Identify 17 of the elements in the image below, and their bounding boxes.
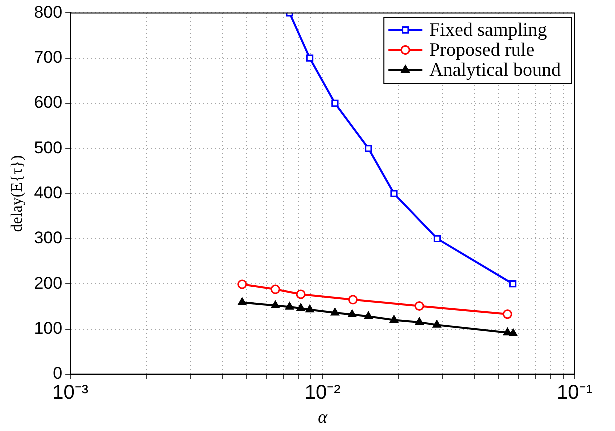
y-tick-label: 800 [34, 2, 63, 22]
y-tick-label: 0 [53, 364, 63, 384]
y-tick-label: 500 [34, 138, 63, 158]
y-tick-label: 300 [34, 228, 63, 248]
legend-label: Fixed sampling [430, 20, 548, 42]
y-tick-label: 100 [34, 318, 63, 338]
y-tick-label: 700 [34, 48, 63, 68]
x-tick-label: 10⁻² [304, 382, 342, 404]
y-tick-label: 600 [34, 93, 63, 112]
y-axis-title: delay(E{τ}) [8, 155, 26, 232]
y-tick-label: 400 [34, 183, 63, 202]
legend-label: Analytical bound [430, 60, 562, 82]
legend-label: Proposed rule [430, 40, 535, 62]
x-axis-title: α [318, 406, 328, 427]
x-tick-label: 10⁻³ [52, 382, 89, 404]
x-tick-label: 10⁻¹ [557, 382, 594, 404]
y-tick-label: 200 [34, 274, 63, 293]
